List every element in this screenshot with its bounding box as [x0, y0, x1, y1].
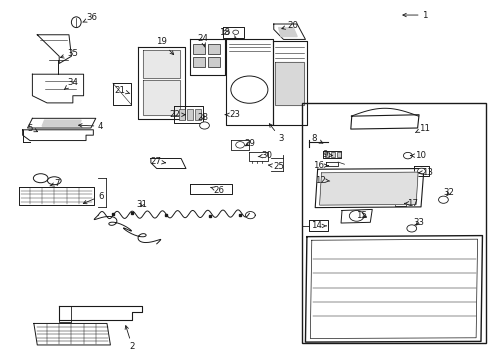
Bar — [193, 44, 205, 54]
Polygon shape — [189, 40, 224, 75]
Text: 31: 31 — [136, 200, 147, 209]
Polygon shape — [350, 115, 418, 129]
Circle shape — [235, 141, 244, 148]
Text: 22: 22 — [169, 110, 185, 119]
Polygon shape — [413, 166, 428, 176]
Text: 34: 34 — [64, 78, 78, 89]
Text: 26: 26 — [210, 185, 224, 194]
Text: 17: 17 — [404, 199, 417, 208]
Ellipse shape — [71, 17, 81, 28]
Circle shape — [403, 152, 411, 159]
Polygon shape — [309, 220, 328, 231]
Bar — [178, 109, 184, 120]
Polygon shape — [143, 50, 180, 78]
Polygon shape — [189, 184, 232, 194]
Text: 23: 23 — [224, 110, 240, 119]
Text: 3: 3 — [269, 124, 283, 143]
Bar — [207, 44, 220, 54]
Circle shape — [348, 211, 363, 221]
Polygon shape — [138, 46, 184, 119]
Polygon shape — [32, 74, 83, 103]
Bar — [186, 109, 192, 120]
Polygon shape — [27, 118, 96, 128]
Polygon shape — [113, 83, 131, 105]
Bar — [330, 152, 334, 157]
Text: 13: 13 — [418, 168, 432, 177]
Text: 29: 29 — [244, 139, 254, 148]
Polygon shape — [225, 40, 272, 126]
Polygon shape — [173, 107, 203, 123]
Text: 32: 32 — [443, 188, 454, 197]
Text: 15: 15 — [355, 211, 366, 220]
Polygon shape — [143, 80, 180, 116]
Bar — [302, 103, 485, 343]
Polygon shape — [272, 41, 306, 126]
Bar — [194, 109, 200, 120]
Circle shape — [232, 30, 238, 35]
Text: 4: 4 — [79, 122, 103, 131]
Text: 6: 6 — [83, 192, 103, 204]
Polygon shape — [319, 172, 417, 205]
Circle shape — [199, 122, 209, 129]
Text: 18: 18 — [219, 28, 236, 39]
Polygon shape — [315, 168, 423, 208]
Text: 2: 2 — [125, 326, 135, 351]
Circle shape — [417, 168, 425, 174]
Text: 25: 25 — [268, 162, 284, 171]
Polygon shape — [22, 130, 93, 140]
Text: 20: 20 — [281, 21, 298, 30]
Ellipse shape — [33, 174, 48, 183]
Ellipse shape — [47, 177, 61, 185]
Text: 21: 21 — [114, 86, 129, 95]
Polygon shape — [19, 187, 94, 205]
Bar — [207, 57, 220, 67]
Polygon shape — [326, 162, 337, 166]
Text: 27: 27 — [150, 157, 165, 166]
Text: 19: 19 — [156, 37, 173, 55]
Text: 10: 10 — [409, 151, 425, 160]
Polygon shape — [278, 28, 297, 37]
Circle shape — [223, 30, 229, 35]
Text: 14: 14 — [310, 221, 325, 230]
Bar — [325, 152, 328, 157]
Polygon shape — [151, 158, 185, 168]
Text: 35: 35 — [61, 49, 78, 58]
Polygon shape — [37, 35, 71, 63]
Text: 12: 12 — [314, 176, 329, 185]
Polygon shape — [230, 140, 249, 149]
Text: 8: 8 — [310, 134, 322, 143]
Polygon shape — [59, 306, 71, 321]
Text: 7: 7 — [50, 179, 60, 188]
Circle shape — [438, 196, 447, 203]
Text: 5: 5 — [27, 123, 38, 132]
Text: 11: 11 — [414, 123, 429, 132]
Polygon shape — [340, 210, 371, 223]
Circle shape — [406, 225, 416, 232]
Polygon shape — [249, 152, 267, 161]
Polygon shape — [59, 306, 142, 320]
Text: 24: 24 — [197, 34, 208, 47]
Polygon shape — [34, 323, 110, 345]
Text: 9: 9 — [322, 150, 332, 159]
Text: 36: 36 — [82, 13, 98, 22]
Circle shape — [230, 76, 267, 103]
Bar — [193, 57, 205, 67]
Polygon shape — [394, 197, 406, 206]
Text: 33: 33 — [413, 218, 424, 227]
Polygon shape — [305, 235, 482, 342]
Text: 16: 16 — [312, 161, 327, 170]
Polygon shape — [274, 62, 304, 105]
Polygon shape — [322, 150, 340, 158]
Text: 30: 30 — [258, 151, 271, 160]
Polygon shape — [222, 27, 243, 39]
Text: 1: 1 — [402, 10, 427, 19]
Bar — [336, 152, 340, 157]
Polygon shape — [42, 120, 81, 126]
Text: 28: 28 — [197, 113, 208, 122]
Polygon shape — [273, 24, 305, 40]
